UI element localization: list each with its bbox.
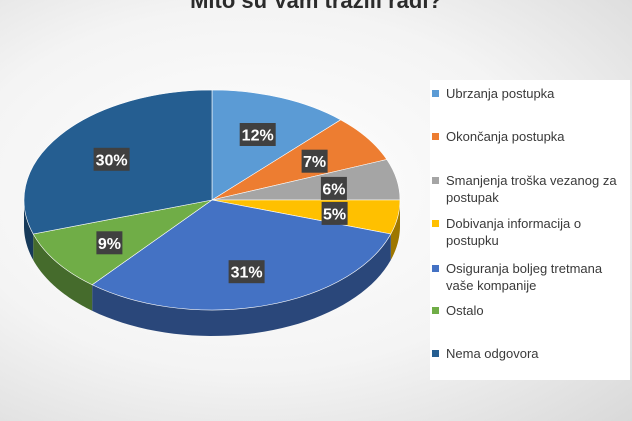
pie-data-labels: 12% 7% 6% 5% 31% 9% 30%	[93, 123, 348, 284]
legend-label: Nema odgovora	[446, 346, 539, 361]
data-label-box	[321, 201, 348, 225]
legend: Ubrzanja postupka Okončanja postupka Smanj…	[430, 80, 630, 380]
legend-label: Okončanja postupka	[446, 129, 565, 144]
legend-swatch	[432, 220, 439, 227]
data-label-box	[228, 260, 265, 284]
data-label-box	[93, 147, 130, 171]
data-label-3: 6%	[320, 176, 347, 200]
data-label-text: 31%	[231, 265, 263, 282]
data-label-text: 6%	[322, 181, 345, 198]
pie-side-6	[33, 233, 93, 311]
data-label-5: 31%	[228, 260, 265, 284]
data-label-6: 9%	[96, 231, 123, 255]
pie-side-4	[390, 200, 400, 260]
data-label-box	[301, 149, 328, 173]
data-label-text: 7%	[303, 154, 326, 171]
legend-swatch	[432, 307, 439, 314]
pie-side-5	[92, 233, 391, 336]
legend-swatch	[432, 177, 439, 184]
legend-label: Ostalo	[446, 303, 484, 318]
legend-swatch	[432, 265, 439, 272]
data-label-text: 12%	[242, 128, 274, 145]
data-label-text: 9%	[98, 236, 121, 253]
legend-label: Ubrzanja postupka	[446, 86, 555, 101]
data-label-box	[320, 176, 347, 200]
pie-sides	[24, 200, 400, 336]
data-label-7: 30%	[93, 147, 130, 171]
data-label-box	[239, 123, 276, 146]
data-label-text: 5%	[323, 206, 346, 223]
chart-title: Mito su Vam tražili radi?	[190, 0, 442, 13]
data-label-box	[96, 231, 123, 255]
data-label-2: 7%	[301, 149, 328, 173]
legend-swatch	[432, 133, 439, 140]
data-label-4: 5%	[321, 201, 348, 225]
pie-slice-5	[91, 199, 392, 311]
legend-swatch	[432, 90, 439, 97]
data-label-1: 12%	[239, 123, 276, 146]
legend-swatch	[432, 350, 439, 357]
data-label-text: 30%	[96, 152, 128, 169]
pie-side-7	[24, 200, 34, 260]
legend-label: Dobivanja informacija o postupku	[446, 216, 582, 248]
pie-slice-6	[32, 199, 213, 286]
legend-label: Osiguranja boljeg tretmana vaše kompanij…	[446, 261, 603, 293]
pie-slices	[23, 89, 401, 311]
legend-label: Smanjenja troška vezanog za postupak	[446, 173, 617, 205]
pie-slice-1	[211, 89, 342, 201]
